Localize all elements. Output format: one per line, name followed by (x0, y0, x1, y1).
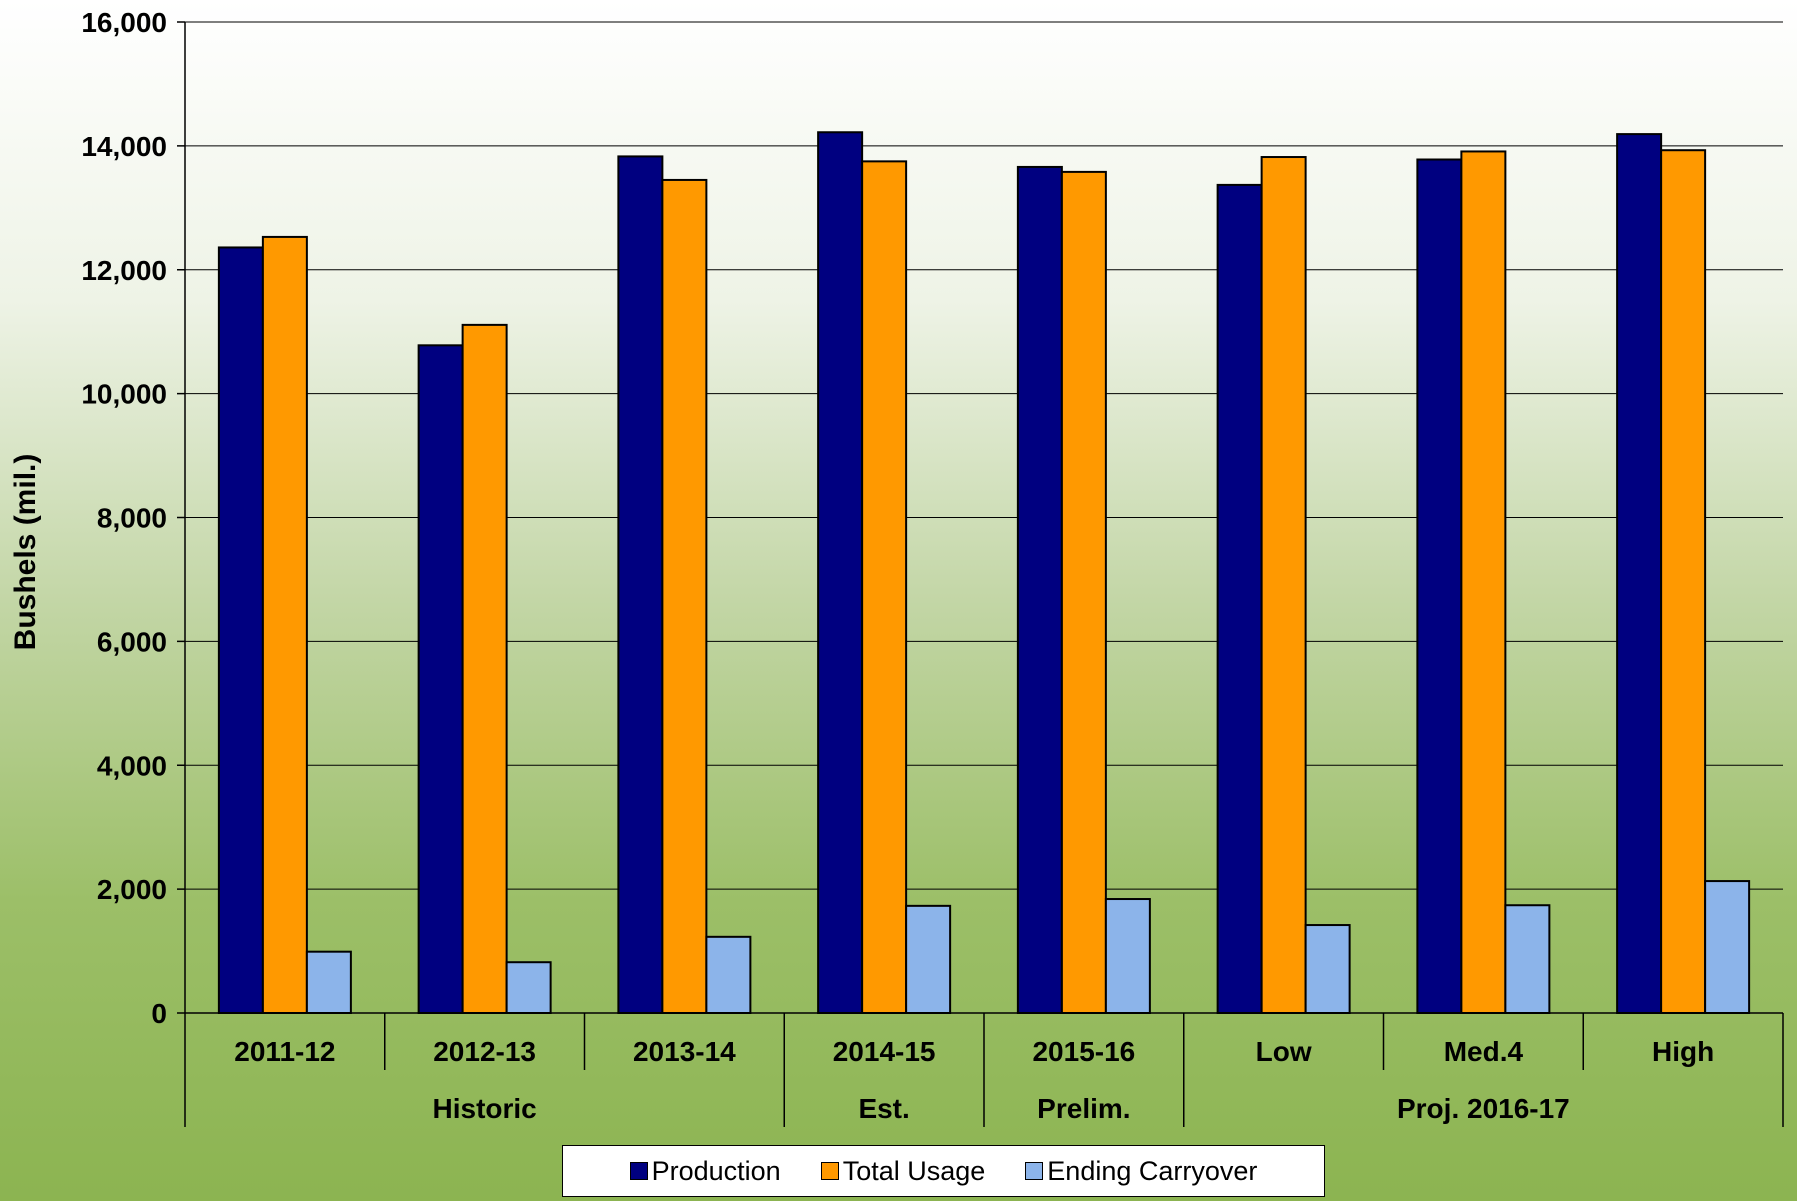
category-label: Med.4 (1444, 1036, 1524, 1067)
bar-ending-carryover (905, 904, 952, 1015)
axes (184, 22, 1784, 1127)
category-label: 2013-14 (633, 1036, 736, 1067)
y-tick-label: 2,000 (97, 874, 167, 905)
bar-production (1416, 158, 1463, 1015)
y-tick-label: 0 (151, 998, 167, 1029)
category-label: 2015-16 (1032, 1036, 1135, 1067)
y-tick-label: 4,000 (97, 750, 167, 781)
legend-label: Total Usage (842, 1155, 986, 1186)
y-axis-label: Bushels (mil.) (9, 454, 42, 651)
y-tick-label: 6,000 (97, 626, 167, 657)
bar-total-usage (861, 160, 908, 1014)
bar-production (417, 344, 464, 1015)
bar-total-usage (1060, 170, 1107, 1015)
bar-ending-carryover (1704, 880, 1751, 1014)
bar-ending-carryover (1304, 924, 1351, 1015)
y-tick-labels: 0 2,000 4,000 6,000 8,000 10,000 12,000 14,000 1… (81, 7, 167, 1029)
bars (217, 131, 1751, 1015)
bar-production (1616, 133, 1663, 1014)
bar-total-usage (261, 235, 308, 1015)
bar-production (817, 131, 864, 1014)
bar-total-usage (461, 323, 508, 1014)
category-label: 2012-13 (433, 1036, 536, 1067)
category-label: Low (1256, 1036, 1312, 1067)
bar-ending-carryover (1504, 904, 1551, 1015)
bar-production (617, 155, 664, 1015)
group-label: Historic (433, 1093, 537, 1124)
legend: Production Total Usage Ending Carryover (562, 1145, 1325, 1197)
bar-total-usage (661, 178, 708, 1015)
bar-production (1016, 165, 1063, 1014)
group-label: Proj. 2016-17 (1397, 1093, 1570, 1124)
legend-swatch (820, 1162, 839, 1180)
category-label: High (1652, 1036, 1714, 1067)
bar-ending-carryover (705, 935, 752, 1015)
bar-ending-carryover (305, 950, 352, 1015)
bar-total-usage (1660, 149, 1707, 1014)
y-tick-label: 8,000 (97, 503, 167, 534)
y-tick-label: 10,000 (81, 379, 167, 410)
y-tick-label: 16,000 (81, 7, 167, 38)
category-label: 2014-15 (833, 1036, 936, 1067)
group-label: Prelim. (1037, 1093, 1130, 1124)
legend-item: Ending Carryover (1025, 1156, 1257, 1187)
legend-label: Production (651, 1155, 781, 1186)
legend-swatch (1025, 1162, 1044, 1180)
y-tick-label: 14,000 (81, 131, 167, 162)
bar-production (1216, 183, 1263, 1014)
bar-total-usage (1460, 150, 1507, 1014)
legend-item: Total Usage (820, 1155, 986, 1187)
legend-item: Production (629, 1155, 781, 1187)
bar-total-usage (1260, 156, 1307, 1014)
group-labels: Historic Est. Prelim. Proj. 2016-17 (433, 1093, 1570, 1124)
bar-production (217, 246, 264, 1014)
category-label: 2011-12 (234, 1036, 335, 1067)
y-tick-label: 12,000 (81, 255, 167, 286)
legend-swatch (629, 1162, 648, 1180)
bar-ending-carryover (1104, 898, 1151, 1014)
group-label: Est. (858, 1093, 909, 1124)
category-labels: 2011-12 2012-13 2013-14 2014-15 2015-16 Low Me… (234, 1036, 1714, 1067)
bar-ending-carryover (505, 961, 552, 1014)
legend-label: Ending Carryover (1047, 1155, 1258, 1186)
